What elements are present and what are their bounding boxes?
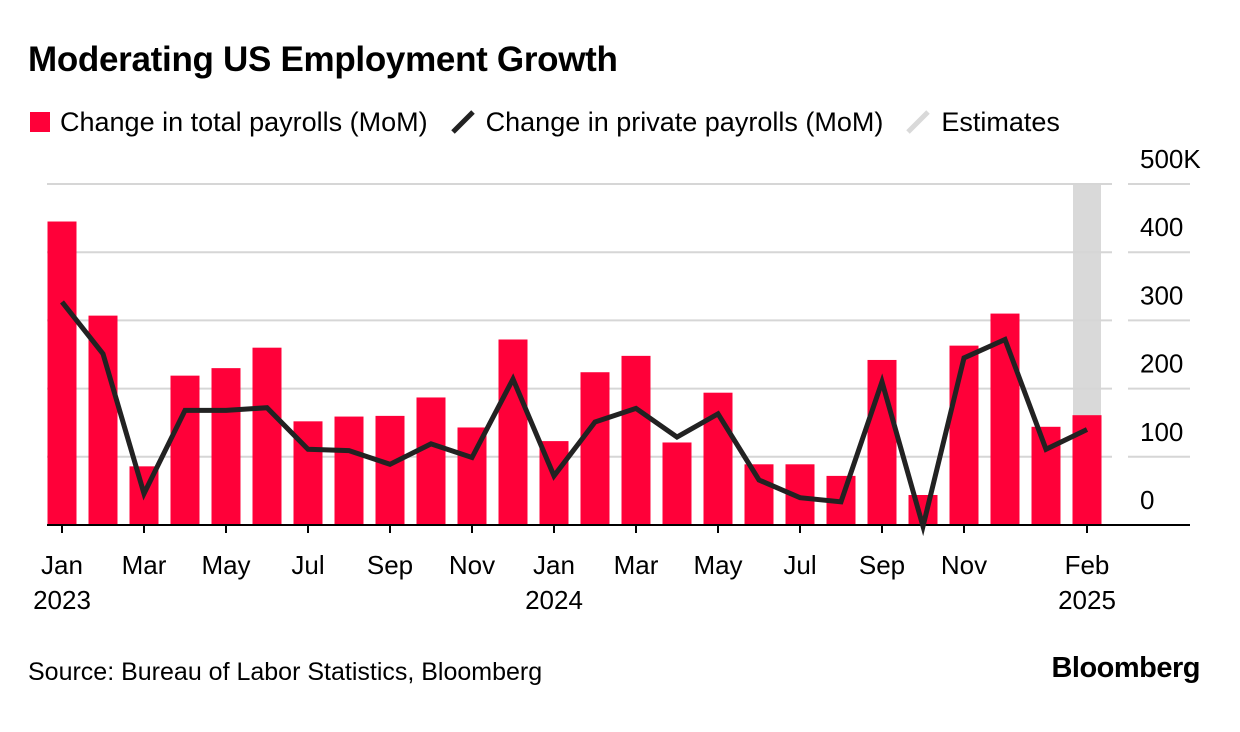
bar (375, 415, 405, 525)
x-tick-year-label: 2024 (525, 585, 583, 615)
legend-item-total-payrolls: Change in total payrolls (MoM) (30, 107, 428, 138)
bar (744, 464, 774, 525)
x-tick-label: May (201, 550, 250, 580)
source-note: Source: Bureau of Labor Statistics, Bloo… (28, 658, 543, 686)
bar (949, 345, 979, 525)
chart-title: Moderating US Employment Growth (28, 40, 618, 79)
bar (170, 375, 200, 525)
bar (990, 313, 1020, 525)
bar (252, 347, 282, 525)
legend-line-swatch (450, 110, 475, 134)
y-tick-label: 200 (1140, 349, 1183, 379)
legend-label-private-payrolls: Change in private payrolls (MoM) (485, 106, 884, 137)
x-tick-label: Sep (859, 550, 905, 580)
y-tick-label: 500K (1140, 144, 1201, 174)
bar (211, 368, 241, 525)
bloomberg-logo: Bloomberg (1051, 652, 1200, 684)
x-tick-label: Feb (1065, 550, 1110, 580)
bar (580, 372, 610, 525)
bar (621, 355, 651, 525)
x-tick-year-label: 2023 (33, 585, 91, 615)
bar (47, 221, 77, 525)
x-tick-label: Jan (41, 550, 83, 580)
bar (88, 315, 118, 525)
x-tick-label: Nov (941, 550, 987, 580)
x-tick-year-label: 2025 (1058, 585, 1116, 615)
x-tick-label: Jul (291, 550, 324, 580)
legend-estimates-swatch (906, 110, 931, 134)
bar (498, 339, 528, 525)
bar (662, 442, 692, 525)
legend-item-estimates: Estimates (905, 107, 1060, 138)
x-tick-label: Mar (614, 550, 659, 580)
bar (1031, 426, 1061, 525)
legend-item-private-payrolls: Change in private payrolls (MoM) (450, 106, 884, 138)
bar (416, 397, 446, 525)
legend-label-total-payrolls: Change in total payrolls (MoM) (60, 106, 428, 137)
legend: Change in total payrolls (MoM) Change in… (30, 104, 1082, 140)
x-tick-label: Sep (367, 550, 413, 580)
y-tick-label: 0 (1140, 485, 1154, 515)
x-tick-label: Mar (122, 550, 167, 580)
chart-plot: 0 100 200 300 400 500K Jan 2023 Mar May Jul Sep Nov J… (33, 144, 1201, 615)
y-tick-label: 300 (1140, 280, 1183, 310)
legend-bar-swatch (30, 112, 50, 132)
x-tick-label: May (693, 550, 742, 580)
y-tick-label: 100 (1140, 417, 1183, 447)
legend-label-estimates: Estimates (941, 106, 1060, 137)
x-tick-label: Jan (533, 550, 575, 580)
x-tick-label: Jul (783, 550, 816, 580)
x-tick-label: Nov (449, 550, 495, 580)
bar (334, 416, 364, 525)
private-payrolls-line (60, 300, 1089, 537)
y-tick-label: 400 (1140, 212, 1183, 242)
